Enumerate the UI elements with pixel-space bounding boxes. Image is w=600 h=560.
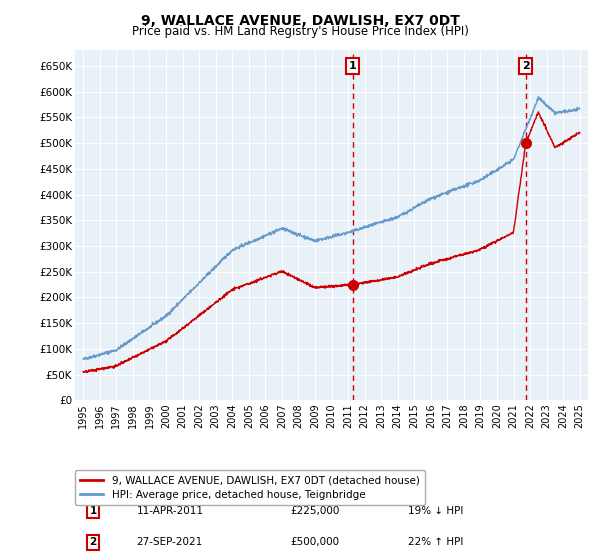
Text: 9, WALLACE AVENUE, DAWLISH, EX7 0DT: 9, WALLACE AVENUE, DAWLISH, EX7 0DT <box>140 14 460 28</box>
Text: Price paid vs. HM Land Registry's House Price Index (HPI): Price paid vs. HM Land Registry's House … <box>131 25 469 38</box>
Legend: 9, WALLACE AVENUE, DAWLISH, EX7 0DT (detached house), HPI: Average price, detach: 9, WALLACE AVENUE, DAWLISH, EX7 0DT (det… <box>75 470 425 505</box>
Text: 11-APR-2011: 11-APR-2011 <box>137 506 203 516</box>
Text: £225,000: £225,000 <box>290 506 340 516</box>
Text: 22% ↑ HPI: 22% ↑ HPI <box>409 537 464 547</box>
Text: 27-SEP-2021: 27-SEP-2021 <box>137 537 203 547</box>
Text: 2: 2 <box>522 61 530 71</box>
Text: 19% ↓ HPI: 19% ↓ HPI <box>409 506 464 516</box>
Text: 1: 1 <box>349 61 356 71</box>
Text: 2: 2 <box>89 537 97 547</box>
Text: £500,000: £500,000 <box>290 537 340 547</box>
Text: 1: 1 <box>89 506 97 516</box>
